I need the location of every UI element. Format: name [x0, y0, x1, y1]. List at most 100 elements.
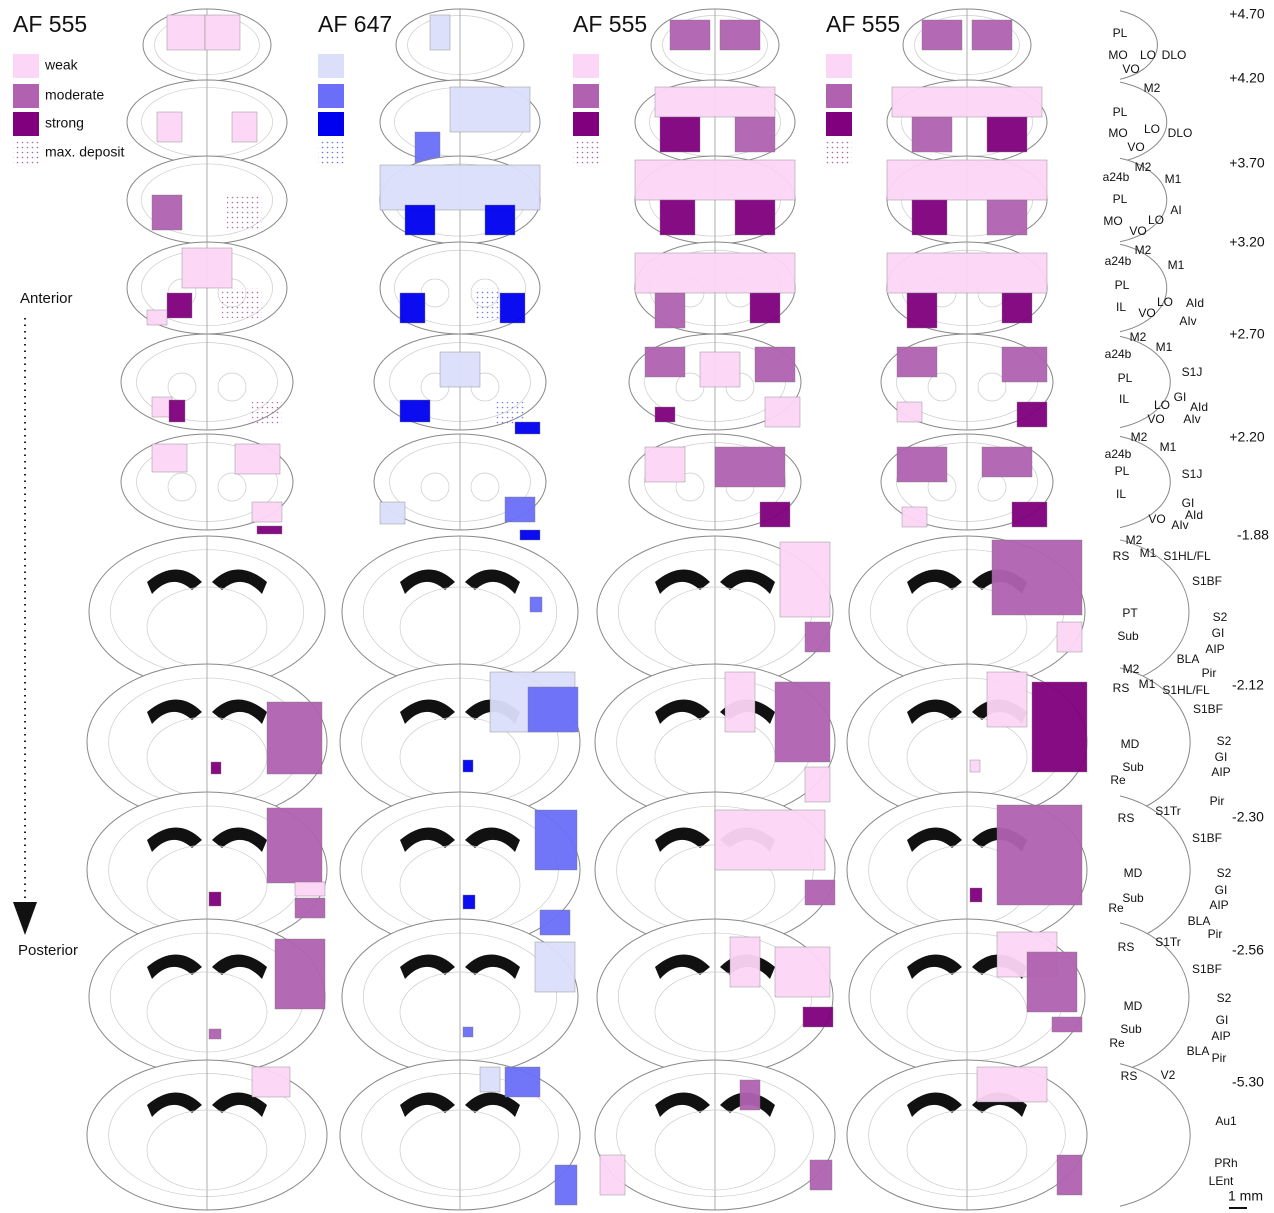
region-label: Pir — [1208, 927, 1223, 941]
labelled-region — [252, 402, 282, 424]
labelled-region — [735, 200, 775, 235]
legend-swatch — [573, 112, 599, 136]
region-label: Pir — [1212, 1051, 1227, 1065]
labelled-region — [480, 1067, 500, 1092]
labelled-region — [505, 1067, 540, 1097]
region-label: PRh — [1214, 1156, 1237, 1170]
brain-section — [887, 242, 1047, 334]
region-label: AIv — [1179, 314, 1196, 328]
labelled-region — [475, 288, 500, 318]
labelled-region — [232, 112, 257, 142]
region-label: Pir — [1210, 794, 1225, 808]
labelled-region — [505, 497, 535, 522]
region-label: S1BF — [1193, 702, 1223, 716]
region-label: MD — [1124, 999, 1143, 1013]
legend-label: weak — [44, 57, 79, 73]
bregma-level: +2.20 — [1229, 429, 1265, 445]
brain-section — [887, 156, 1047, 244]
region-label: AIv — [1183, 412, 1200, 426]
region-label: Re — [1110, 773, 1126, 787]
brain-section — [127, 242, 287, 334]
brain-section — [340, 1060, 580, 1210]
labelled-region — [252, 1067, 290, 1097]
legend-swatch — [826, 112, 852, 136]
region-label: V2 — [1161, 1068, 1176, 1082]
labelled-region — [982, 447, 1032, 477]
region-label: AIP — [1205, 642, 1224, 656]
labelled-region — [660, 200, 695, 235]
region-label: S1BF — [1192, 962, 1222, 976]
region-label: VO — [1147, 412, 1164, 426]
labelled-region — [1017, 402, 1047, 427]
brain-section — [380, 156, 540, 244]
labelled-region — [987, 117, 1027, 152]
region-label: Sub — [1117, 629, 1139, 643]
region-label: RS — [1113, 681, 1130, 695]
labelled-region — [922, 20, 962, 50]
labelled-region — [645, 347, 685, 377]
region-label: PL — [1113, 192, 1128, 206]
labelled-region — [235, 444, 280, 474]
brain-section — [380, 80, 540, 167]
bregma-level: -2.12 — [1232, 677, 1264, 693]
brain-section — [1120, 1064, 1190, 1207]
region-label: S1Tr — [1155, 935, 1181, 949]
region-label: RS — [1113, 549, 1130, 563]
brain-section — [595, 1060, 835, 1210]
labelled-region — [635, 160, 795, 200]
bregma-level: -2.56 — [1232, 942, 1264, 958]
region-label: S1BF — [1192, 574, 1222, 588]
region-label: LO — [1148, 213, 1164, 227]
region-label: a24b — [1105, 447, 1132, 461]
region-label: M1 — [1139, 677, 1156, 691]
sections — [87, 9, 1190, 1210]
legend-swatch — [13, 112, 39, 136]
region-label: MO — [1108, 48, 1127, 62]
legend-swatch — [826, 141, 852, 165]
labelled-region — [535, 810, 577, 870]
labelled-region — [977, 1067, 1047, 1102]
labelled-region — [655, 293, 685, 328]
legend-swatch — [318, 141, 344, 165]
labelled-region — [209, 1029, 221, 1039]
labelled-region — [463, 895, 475, 909]
labelled-region — [400, 400, 430, 422]
labelled-region — [535, 942, 575, 992]
brain-section — [903, 9, 1031, 81]
scale-label: 1 mm — [1228, 1188, 1263, 1204]
legend-swatch — [318, 84, 344, 108]
region-label: IL — [1116, 487, 1126, 501]
labelled-region — [152, 444, 187, 472]
labelled-region — [715, 810, 825, 870]
brain-section — [89, 919, 325, 1075]
brain-section — [380, 242, 540, 334]
region-label: VO — [1138, 306, 1155, 320]
labelled-region — [380, 165, 540, 210]
region-label: S2 — [1217, 991, 1232, 1005]
region-label: RS — [1121, 1069, 1138, 1083]
region-label: S2 — [1213, 610, 1228, 624]
region-label: DLO — [1168, 126, 1193, 140]
legend-label: strong — [45, 115, 84, 131]
labelled-region — [555, 1165, 577, 1205]
labelled-region — [600, 1155, 625, 1195]
labelled-region — [715, 447, 785, 487]
legend-swatch — [826, 84, 852, 108]
bregma-level: +3.20 — [1229, 234, 1265, 250]
labelled-region — [803, 1007, 833, 1027]
labelled-region — [887, 160, 1047, 200]
labelled-region — [902, 507, 927, 527]
labelled-region — [267, 702, 322, 774]
brain-section — [881, 334, 1053, 430]
region-label: IL — [1119, 392, 1129, 406]
brain-section — [881, 434, 1053, 530]
legend-label: moderate — [45, 87, 104, 103]
legend-swatch — [318, 112, 344, 136]
brain-section — [597, 919, 833, 1075]
region-label: M1 — [1165, 172, 1182, 186]
region-label: LO — [1140, 48, 1156, 62]
region-label: AIP — [1211, 765, 1230, 779]
labelled-region — [897, 347, 937, 377]
region-label: GI — [1215, 883, 1228, 897]
bregma-level: -1.88 — [1237, 527, 1269, 543]
